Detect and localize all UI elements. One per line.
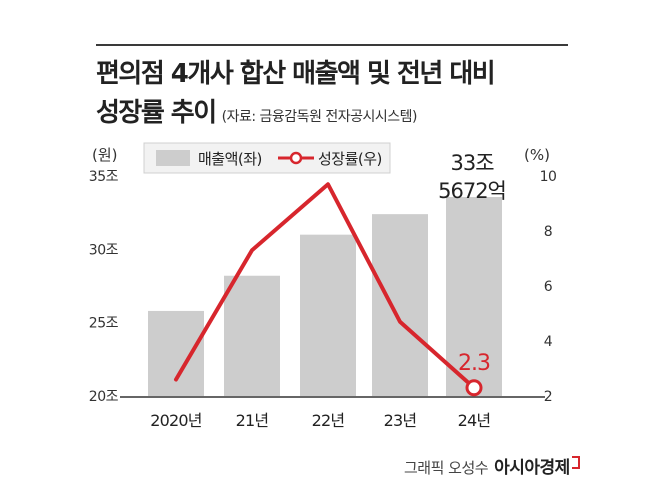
- source-note: (자료: 금융감독원 전자공시시스템): [221, 109, 418, 125]
- x-tick-1: 21년: [236, 411, 269, 430]
- right-tick-0: 2: [544, 389, 552, 405]
- left-tick-0: 20조: [89, 389, 119, 405]
- right-axis-ticks: 2 4 6 8 10: [540, 169, 557, 405]
- last-point-label: 2.3: [458, 351, 490, 376]
- chart-title-line2: 성장률 추이 (자료: 금융감독원 전자공시시스템): [96, 92, 418, 129]
- growth-line-group: [174, 182, 483, 397]
- brand-logo: 아시아경제: [494, 458, 570, 478]
- bar-4: [446, 197, 502, 396]
- left-tick-3: 35조: [89, 169, 119, 185]
- bar-2: [300, 234, 356, 396]
- chart-title-line2-text: 성장률 추이: [96, 98, 217, 128]
- legend-line-marker: [289, 151, 303, 165]
- last-bar-label-line1: 33조: [450, 151, 494, 175]
- x-tick-4: 24년: [458, 411, 491, 430]
- x-tick-3: 23년: [384, 411, 417, 430]
- left-tick-2: 30조: [89, 242, 119, 258]
- x-tick-0: 2020년: [150, 411, 202, 430]
- bar-0: [148, 310, 204, 396]
- growth-last-point: [465, 379, 483, 397]
- legend-bar-swatch: [156, 150, 190, 166]
- top-rule: [96, 44, 568, 46]
- last-bar-label-line2: 5672억: [438, 179, 506, 203]
- x-axis-ticks: 2020년 21년 22년 23년 24년: [150, 411, 491, 430]
- left-tick-1: 25조: [89, 316, 119, 332]
- bar-3: [372, 214, 428, 396]
- right-tick-1: 4: [544, 334, 553, 350]
- legend-line-label: 성장률(우): [318, 150, 382, 168]
- right-tick-3: 8: [544, 224, 552, 240]
- right-axis-unit: (%): [524, 146, 550, 164]
- footer-credit: 그래픽 오성수 아시아경제: [404, 453, 580, 478]
- right-tick-2: 6: [544, 279, 553, 295]
- legend-bar-label: 매출액(좌): [198, 150, 262, 168]
- bars-group: [148, 197, 502, 396]
- bar-1: [224, 275, 280, 396]
- x-tick-2: 22년: [312, 411, 345, 430]
- chart-title-line1: 편의점 4개사 합산 매출액 및 전년 대비: [96, 59, 496, 89]
- legend: 매출액(좌) 성장률(우): [143, 142, 391, 174]
- growth-line: [174, 182, 476, 390]
- left-axis-unit: (원): [92, 146, 118, 164]
- right-tick-4: 10: [540, 169, 557, 185]
- credit-text: 그래픽 오성수: [404, 459, 489, 477]
- left-axis-ticks: 20조 25조 30조 35조: [89, 169, 119, 405]
- brand-logo-mark: [571, 456, 580, 469]
